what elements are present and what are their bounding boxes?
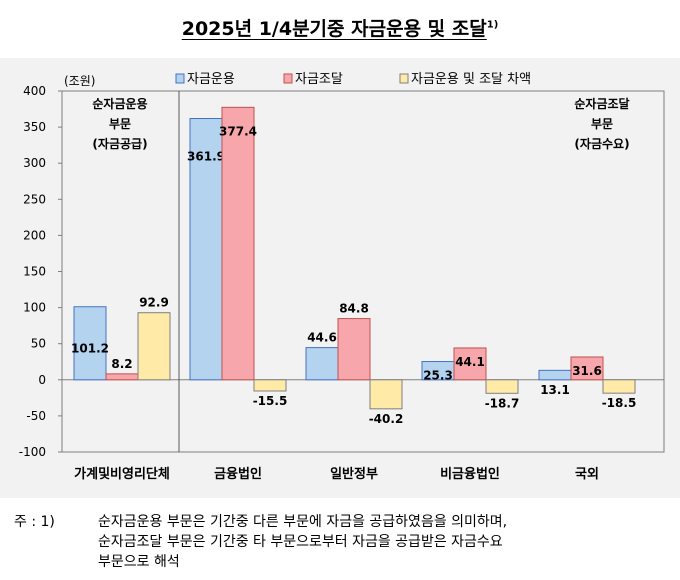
chart-title: 2025년 1/4분기중 자금운용 및 조달1): [0, 14, 680, 41]
category-label: 비금융법인: [440, 466, 500, 482]
data-label: 92.9: [139, 296, 169, 310]
bar: [570, 356, 604, 381]
y-tick-label: 400: [23, 84, 46, 98]
y-tick-label: -100: [19, 445, 46, 459]
right-annotation-line: 부문: [591, 117, 613, 131]
y-tick-label: 300: [23, 156, 46, 170]
y-tick-label: 250: [23, 192, 46, 206]
chart-title-text: 2025년 1/4분기중 자금운용 및 조달: [181, 18, 487, 40]
legend-swatch-3: [399, 73, 409, 84]
bar: [305, 347, 339, 381]
category-label: 가계및비영리단체: [74, 466, 170, 482]
legend-label-2: 자금조달: [295, 72, 343, 87]
right-annotation-line: (자금수요): [574, 136, 629, 151]
data-label: 101.2: [71, 342, 109, 356]
legend-swatch-1: [175, 73, 185, 84]
footnote: 주 : 1) 순자금운용 부문은 기간중 다른 부문에 자금을 공급하였음을 의…: [14, 512, 674, 572]
left-annotation-line: 부문: [109, 117, 131, 131]
bar: [73, 306, 107, 381]
bar: [538, 369, 572, 381]
footnote-line-3: 부문으로 해석: [98, 554, 180, 570]
legend-swatch-2: [283, 73, 293, 84]
bar: [137, 312, 171, 381]
bar: [105, 373, 139, 381]
data-label: -18.7: [485, 396, 520, 410]
data-label: 377.4: [219, 124, 257, 138]
chart-title-footnote-mark: 1): [486, 19, 499, 31]
y-unit-label: (조원): [64, 74, 95, 88]
bar: [602, 379, 636, 394]
y-tick-label: 100: [23, 301, 46, 315]
y-tick-label: 50: [31, 337, 46, 351]
data-label: 13.1: [540, 383, 570, 397]
legend-label-1: 자금운용: [187, 72, 235, 87]
bar: [189, 118, 223, 381]
bar: [337, 318, 371, 381]
bar: [253, 379, 287, 392]
legend-label-3: 자금운용 및 조달 차액: [411, 72, 531, 87]
data-label: 8.2: [111, 357, 132, 371]
data-label: -15.5: [253, 394, 288, 408]
footnote-lead: 주 : 1): [14, 514, 55, 530]
footnote-line-2: 순자금조달 부문은 기간중 타 부문으로부터 자금을 공급받은 자금수요: [98, 534, 503, 550]
data-label: -40.2: [369, 412, 404, 426]
y-tick-label: 150: [23, 265, 46, 279]
data-label: 25.3: [423, 369, 453, 383]
chart-area: 400 350 300 250 200 150 100 50 0 -50 -100 (조원) 자금운용 자…: [0, 58, 680, 498]
category-label: 국외: [575, 466, 599, 482]
bar: [369, 379, 403, 410]
data-label: 31.6: [572, 364, 602, 378]
footnote-line-1: 순자금운용 부문은 기간중 다른 부문에 자금을 공급하였음을 의미하며,: [98, 514, 508, 530]
y-tick-label: -50: [26, 409, 46, 423]
bar: [485, 379, 519, 394]
category-label: 일반정부: [330, 466, 378, 482]
data-label: -18.5: [602, 396, 637, 410]
left-annotation-line: (자금공급): [92, 136, 147, 151]
data-label: 44.1: [455, 355, 485, 369]
data-label: 84.8: [339, 302, 369, 316]
left-annotation-line: 순자금운용: [92, 96, 147, 111]
y-tick-label: 0: [38, 373, 46, 387]
category-label: 금융법인: [214, 466, 262, 482]
right-annotation-line: 순자금조달: [574, 96, 629, 111]
data-label: 361.9: [187, 150, 225, 164]
y-tick-label: 350: [23, 120, 46, 134]
bar-chart: 400 350 300 250 200 150 100 50 0 -50 -100 (조원) 자금운용 자…: [19, 72, 665, 482]
data-label: 44.6: [307, 331, 337, 345]
y-tick-label: 200: [23, 228, 46, 242]
bar: [453, 347, 487, 381]
bar: [221, 106, 255, 381]
